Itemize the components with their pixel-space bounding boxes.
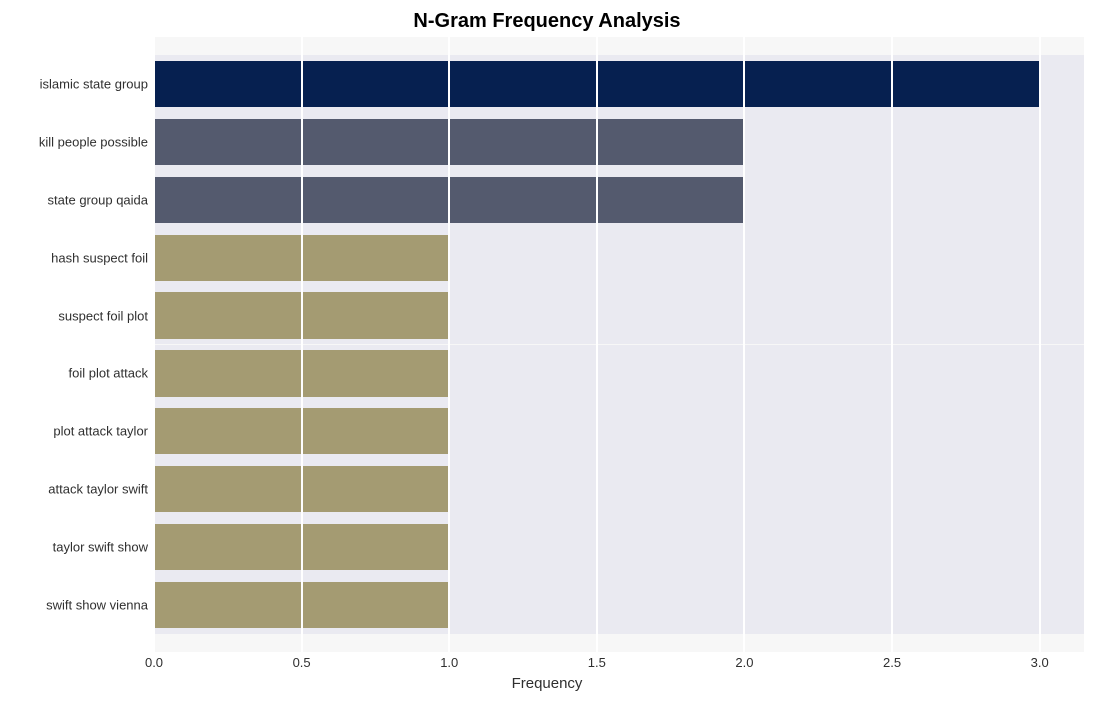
x-tick-label: 1.5 — [588, 655, 606, 670]
grid-vline — [743, 37, 745, 652]
grid-vline — [153, 37, 155, 652]
x-tick-label: 0.0 — [145, 655, 163, 670]
bar-row: suspect foil plot — [154, 287, 1084, 345]
grid-vline — [301, 37, 303, 652]
x-axis-title: Frequency — [0, 675, 1094, 692]
y-tick-label: foil plot attack — [69, 366, 149, 381]
bar-row: islamic state group — [154, 55, 1084, 113]
grid-vline — [596, 37, 598, 652]
y-tick-label: taylor swift show — [53, 539, 148, 554]
y-tick-label: islamic state group — [40, 77, 148, 92]
bar-row: attack taylor swift — [154, 460, 1084, 518]
x-tick-label: 1.0 — [440, 655, 458, 670]
y-tick-label: plot attack taylor — [53, 424, 148, 439]
x-tick-label: 3.0 — [1031, 655, 1049, 670]
x-tick-label: 0.5 — [293, 655, 311, 670]
grid-vline — [1039, 37, 1041, 652]
y-tick-label: state group qaida — [48, 192, 148, 207]
bar-row: kill people possible — [154, 113, 1084, 171]
grid-vline — [448, 37, 450, 652]
plot-area: islamic state groupkill people possibles… — [154, 37, 1084, 652]
bar-row: foil plot attack — [154, 345, 1084, 403]
y-tick-label: kill people possible — [39, 135, 148, 150]
bar-row: swift show vienna — [154, 576, 1084, 634]
bar-row: plot attack taylor — [154, 402, 1084, 460]
y-tick-label: suspect foil plot — [58, 308, 148, 323]
chart-title: N-Gram Frequency Analysis — [0, 10, 1094, 33]
bar-row: state group qaida — [154, 171, 1084, 229]
ngram-frequency-chart: N-Gram Frequency Analysis islamic state … — [0, 0, 1094, 701]
grid-vline — [891, 37, 893, 652]
x-tick-label: 2.0 — [735, 655, 753, 670]
bar-row: taylor swift show — [154, 518, 1084, 576]
y-tick-label: swift show vienna — [46, 597, 148, 612]
bar-row: hash suspect foil — [154, 229, 1084, 287]
y-tick-label: attack taylor swift — [48, 482, 148, 497]
x-tick-label: 2.5 — [883, 655, 901, 670]
y-tick-label: hash suspect foil — [51, 250, 148, 265]
